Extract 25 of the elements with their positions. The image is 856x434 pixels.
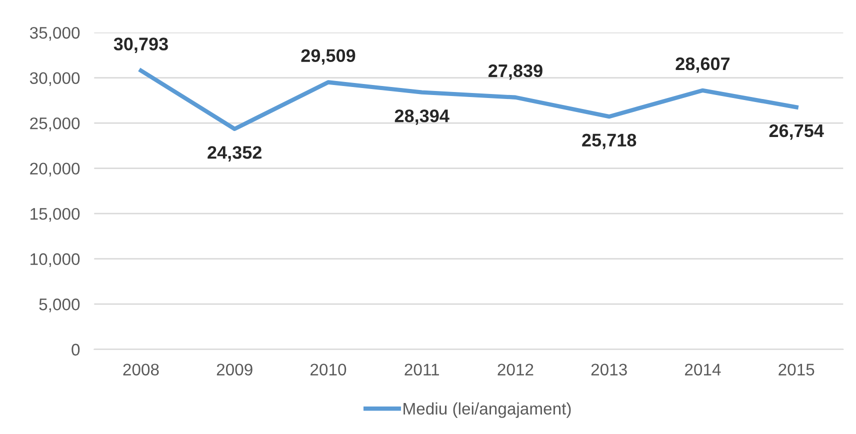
y-tick-label: 35,000 xyxy=(30,26,80,41)
data-label: 27,839 xyxy=(488,64,542,80)
data-label: 26,754 xyxy=(769,124,824,140)
x-tick-label: 2013 xyxy=(591,364,627,376)
data-label: 28,394 xyxy=(394,109,450,125)
data-label: 25,718 xyxy=(582,134,636,150)
y-tick-label: 0 xyxy=(72,344,80,356)
y-tick-label: 5,000 xyxy=(39,298,80,312)
x-tick-label: 2014 xyxy=(685,364,721,376)
x-tick-label: 2009 xyxy=(216,364,252,376)
y-tick-label: 30,000 xyxy=(30,72,80,86)
x-tick-label: 2011 xyxy=(404,364,439,376)
x-tick-label: 2015 xyxy=(778,364,814,376)
y-tick-label: 10,000 xyxy=(30,253,80,268)
y-tick-label: 15,000 xyxy=(30,208,80,222)
data-label: 29,509 xyxy=(301,49,356,65)
x-tick-label: 2008 xyxy=(123,364,159,376)
x-tick-label: 2010 xyxy=(310,364,346,376)
x-tick-label: 2012 xyxy=(498,364,534,376)
data-label: 24,352 xyxy=(208,146,262,162)
data-label: 28,607 xyxy=(676,57,730,73)
data-label: 30,793 xyxy=(114,38,168,54)
y-tick-label: 20,000 xyxy=(30,162,80,176)
y-tick-label: 25,000 xyxy=(30,117,80,132)
legend-label: Mediu (lei/angajament) xyxy=(404,402,571,418)
